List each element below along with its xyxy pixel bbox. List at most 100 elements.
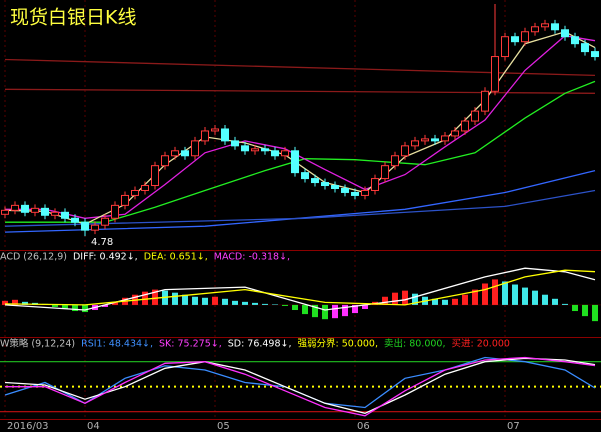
- candle-body: [251, 148, 259, 152]
- macd-bar: [252, 302, 258, 305]
- candle-body: [41, 207, 49, 216]
- x-tick-label: 04: [87, 421, 100, 432]
- indicator-line: [5, 80, 596, 223]
- indicator-label: SD: 76.498↓,: [228, 339, 292, 350]
- indicator-label: DIFF: 0.492↓,: [73, 252, 138, 263]
- macd-bar: [232, 300, 238, 305]
- candle-body: [11, 204, 19, 211]
- candle-body: [341, 187, 349, 193]
- macd-bar: [242, 301, 248, 305]
- macd-bar: [22, 301, 28, 305]
- macd-bar: [502, 281, 508, 305]
- macd-bar: [102, 304, 108, 307]
- indicator-label: 买进: 20.000: [451, 339, 509, 350]
- macd-bar: [482, 283, 488, 305]
- macd-bar: [222, 298, 228, 305]
- macd-bar: [152, 289, 158, 305]
- chart-title: 现货白银日K线: [10, 7, 136, 29]
- indicator-label: RSI1: 48.434↓,: [81, 339, 153, 350]
- candle-body: [451, 130, 459, 137]
- candle-body: [331, 185, 339, 189]
- candle-body: [581, 43, 589, 53]
- candle-body: [391, 155, 399, 167]
- macd-bar: [182, 294, 188, 305]
- candle-body: [201, 130, 209, 142]
- macd-bar: [552, 298, 558, 305]
- macd-bar: [352, 304, 358, 314]
- macd-bar: [72, 304, 78, 312]
- macd-bar: [172, 292, 178, 305]
- macd-bar: [362, 304, 368, 309]
- macd-bar: [562, 303, 568, 305]
- candle-body: [491, 56, 499, 92]
- candle-body: [461, 120, 469, 132]
- candle-body: [21, 204, 29, 213]
- indicator-label: SK: 75.275↓,: [159, 339, 222, 350]
- indicator-label: 强弱分界: 50.000,: [298, 339, 378, 350]
- candle-body: [151, 165, 159, 187]
- candle-body: [131, 189, 139, 196]
- candle-body: [291, 150, 299, 174]
- candle-body: [51, 211, 59, 216]
- candle-body: [221, 128, 229, 142]
- candle-body: [561, 29, 569, 38]
- macd-bar: [392, 292, 398, 305]
- macd-bar: [382, 296, 388, 305]
- macd-bar: [282, 304, 288, 306]
- candle-body: [261, 148, 269, 152]
- candle-body: [61, 211, 69, 219]
- candle-body: [481, 90, 489, 112]
- candle-body: [441, 135, 449, 142]
- macd-bar: [512, 284, 518, 305]
- indicator-label: ACD (26,12,9): [0, 252, 67, 263]
- macd-bar: [322, 304, 328, 320]
- candle-body: [411, 140, 419, 147]
- candle-body: [241, 145, 249, 152]
- candle-body: [71, 217, 79, 223]
- candle-body: [571, 36, 579, 45]
- macd-bar: [312, 304, 318, 318]
- candle-body: [511, 36, 519, 43]
- candle-body: [191, 140, 199, 157]
- indicator-line: [5, 356, 596, 417]
- macd-bar: [202, 297, 208, 305]
- candle-body: [111, 204, 119, 219]
- macd-bar: [342, 304, 348, 317]
- candle-body: [161, 155, 169, 167]
- candle-body: [551, 23, 559, 31]
- candle-body: [471, 110, 479, 122]
- indicator-label: DEA: 0.651↓,: [144, 252, 208, 263]
- indicator-line: [4, 269, 596, 306]
- macd-bar: [452, 298, 458, 305]
- macd-bar: [212, 296, 218, 305]
- candle-body: [371, 178, 379, 191]
- candle-body: [31, 207, 39, 213]
- macd-bar: [492, 279, 498, 305]
- candle-body: [171, 150, 179, 157]
- candle-body: [181, 150, 189, 157]
- candle-body: [231, 140, 239, 147]
- candle-body: [421, 138, 429, 142]
- indicator-label: 卖出: 80.000,: [384, 338, 445, 350]
- indicator-label: MACD: -0.318↓,: [214, 252, 290, 263]
- macd-bar: [52, 304, 58, 307]
- indicator-line: [4, 169, 596, 233]
- macd-bar: [542, 294, 548, 305]
- macd-bar: [472, 289, 478, 305]
- candle-body: [591, 51, 599, 58]
- candle-body: [401, 145, 409, 157]
- candle-body: [121, 194, 129, 206]
- candle-body: [431, 138, 439, 142]
- macd-bar: [2, 300, 8, 305]
- candle-body: [521, 31, 529, 43]
- macd-bar: [292, 304, 298, 311]
- macd-bar: [442, 299, 448, 305]
- candle-body: [311, 178, 319, 184]
- candle-body: [531, 26, 539, 33]
- candle-body: [281, 150, 289, 157]
- indicator-label: W策略 (9,12,24): [0, 338, 75, 350]
- macd-bar: [572, 304, 578, 312]
- macd-bar: [12, 299, 18, 305]
- x-tick-label: 06: [357, 421, 370, 432]
- candle-body: [211, 128, 219, 132]
